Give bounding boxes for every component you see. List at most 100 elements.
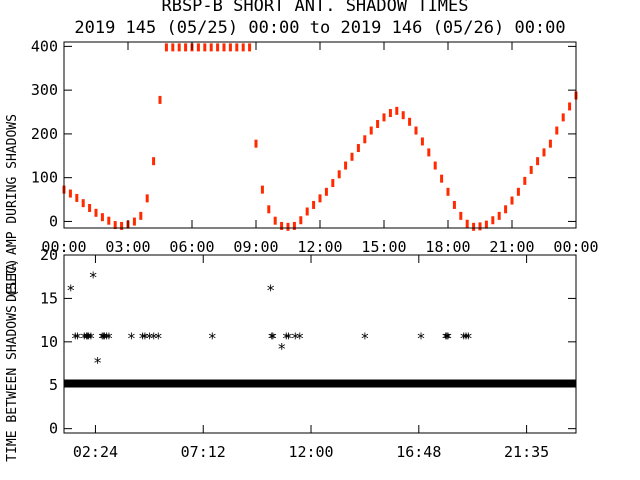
data-point: * [93,354,102,372]
bottom-panel: *************** * ***** ********* * * *** ***05… [40,246,577,461]
data-point: * [66,282,75,300]
data-point: * [360,329,369,347]
data-point [337,170,341,179]
data-point [158,95,162,104]
data-point [235,43,239,52]
data-point [280,221,284,230]
data-point [369,126,373,135]
data-point: * [71,329,80,347]
data-point: * [138,329,147,347]
data-point: * [98,329,107,347]
data-point [248,43,252,52]
data-point: * [154,329,163,347]
data-point [478,222,482,231]
data-point [427,148,431,157]
data-point: * [82,329,91,347]
data-point [292,221,296,230]
data-point [497,211,501,220]
data-point [68,189,72,198]
x-tick-label: 00:00 [41,238,86,256]
y-tick-label: 10 [40,333,58,351]
data-point [536,157,540,166]
data-point: * [208,329,217,347]
data-point: * [267,329,276,347]
data-point [81,199,85,208]
data-point [331,179,335,188]
data-point [452,200,456,209]
bottom-y-axis-label: TIME BETWEEN SHADOWS (SEC) [5,258,20,462]
data-point [510,196,514,205]
data-point [120,221,124,230]
data-point [222,43,226,52]
data-point [388,109,392,118]
data-point [382,113,386,122]
data-point: * [464,329,473,347]
data-point [171,43,175,52]
data-point: * [459,329,468,347]
data-point [312,200,316,209]
y-tick-label: 200 [31,125,58,143]
data-point [216,43,220,52]
bottom-plot-frame [63,254,577,434]
y-tick-label: 15 [40,289,58,307]
chart-subtitle: 2019 145 (05/25) 00:00 to 2019 146 (05/2… [74,18,565,38]
data-point [363,135,367,144]
data-point [465,219,469,228]
data-point: * [80,329,89,347]
data-point [152,157,156,166]
data-point: * [268,329,277,347]
x-tick-label: 06:00 [169,238,214,256]
data-point: * [282,329,291,347]
data-point [542,148,546,157]
data-point [318,194,322,203]
data-point [100,213,104,222]
data-point [273,216,277,225]
data-point [209,43,213,52]
y-tick-label: 20 [40,246,58,264]
x-tick-label: 16:48 [396,443,441,461]
data-point [75,193,79,202]
data-point [350,152,354,161]
data-point [88,203,92,212]
y-tick-label: 0 [49,420,58,438]
data-point [472,222,476,231]
data-point [504,205,508,214]
data-point: * [89,269,98,287]
x-tick-label: 02:24 [73,443,118,461]
data-point [324,187,328,196]
data-point [548,139,552,148]
data-point [94,208,98,217]
data-point: * [461,329,470,347]
data-point [555,126,559,135]
data-point: * [73,329,82,347]
data-point [401,111,405,120]
data-point: * [140,329,149,347]
data-point: * [104,329,113,347]
data-point [132,217,136,226]
data-point: * [99,329,108,347]
data-point [459,211,463,220]
x-tick-label: 07:12 [181,443,226,461]
data-point: * [266,282,275,300]
data-point [420,137,424,146]
data-point: * [102,329,111,347]
data-point: * [441,329,450,347]
top-y-axis-label: DELTA AMP DURING SHADOWS [5,114,20,302]
y-tick-label: 100 [31,169,58,187]
data-point [145,194,149,203]
data-point [177,43,181,52]
x-tick-label: 00:00 [553,238,598,256]
data-point [196,43,200,52]
data-point [395,106,399,115]
data-point: * [443,329,452,347]
data-point [344,161,348,170]
x-tick-label: 18:00 [425,238,470,256]
data-point [286,222,290,231]
x-tick-label: 12:00 [297,238,342,256]
data-point [356,144,360,153]
data-point: * [284,329,293,347]
data-point [107,216,111,225]
data-point [529,165,533,174]
data-point [568,102,572,111]
